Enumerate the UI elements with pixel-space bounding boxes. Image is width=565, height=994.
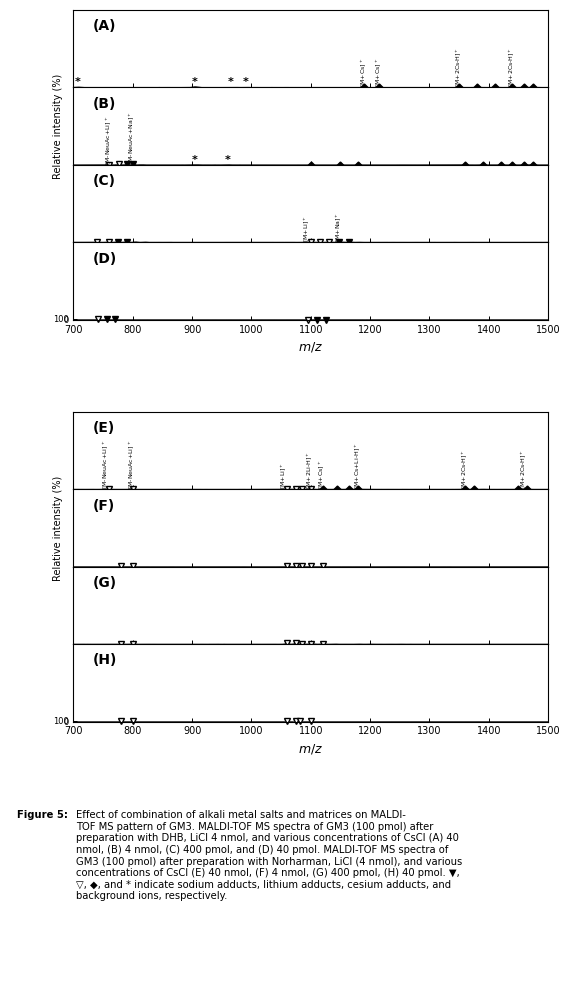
Text: (C): (C) [93, 174, 115, 188]
Text: (A): (A) [93, 19, 116, 33]
Text: (G): (G) [93, 576, 116, 590]
Text: [M-NeuAc+Li]$^+$: [M-NeuAc+Li]$^+$ [102, 439, 111, 489]
Text: *: * [242, 78, 249, 87]
Text: *: * [192, 154, 198, 165]
Text: (E): (E) [93, 421, 115, 435]
Text: [M-NeuAc+Li]$^+$: [M-NeuAc+Li]$^+$ [105, 115, 114, 165]
Text: [M+Cs]$^+$: [M+Cs]$^+$ [375, 58, 384, 87]
Text: [M+Li]$^+$: [M+Li]$^+$ [303, 215, 312, 242]
Text: [M+Cs+Li-H]$^+$: [M+Cs+Li-H]$^+$ [354, 442, 363, 489]
Text: [M+Cs]$^+$: [M+Cs]$^+$ [318, 460, 327, 489]
Text: (B): (B) [93, 96, 116, 110]
Text: [M+Cs]$^+$: [M+Cs]$^+$ [359, 58, 369, 87]
Text: [M+2Cs-H]$^+$: [M+2Cs-H]$^+$ [460, 449, 470, 489]
Text: [M+2Cs-H]$^+$: [M+2Cs-H]$^+$ [520, 449, 529, 489]
Text: [M-NeuAc+Li]$^+$: [M-NeuAc+Li]$^+$ [128, 439, 137, 489]
Y-axis label: Relative intensity (%): Relative intensity (%) [53, 475, 63, 580]
X-axis label: $m/z$: $m/z$ [298, 340, 323, 354]
Text: [M+Na]$^+$: [M+Na]$^+$ [334, 212, 344, 242]
Text: [M+2Cs-H]$^+$: [M+2Cs-H]$^+$ [508, 47, 517, 87]
Text: *: * [225, 154, 231, 165]
Text: [M-NeuAc+Na]$^+$: [M-NeuAc+Na]$^+$ [128, 111, 137, 164]
Text: [M+2Li-H]$^+$: [M+2Li-H]$^+$ [306, 451, 315, 489]
Text: [M+Li]$^+$: [M+Li]$^+$ [280, 462, 289, 489]
Y-axis label: Relative intensity (%): Relative intensity (%) [53, 74, 63, 179]
X-axis label: $m/z$: $m/z$ [298, 742, 323, 756]
Text: Figure 5:: Figure 5: [17, 810, 71, 820]
Text: Effect of combination of alkali metal salts and matrices on MALDI-
TOF MS patter: Effect of combination of alkali metal sa… [76, 810, 463, 902]
Text: *: * [228, 78, 233, 87]
Text: [M+2Cs-H]$^+$: [M+2Cs-H]$^+$ [454, 47, 464, 87]
Text: (F): (F) [93, 499, 115, 513]
Text: (H): (H) [93, 653, 117, 667]
Text: *: * [192, 77, 198, 86]
Text: (D): (D) [93, 251, 117, 265]
Text: *: * [75, 77, 81, 86]
